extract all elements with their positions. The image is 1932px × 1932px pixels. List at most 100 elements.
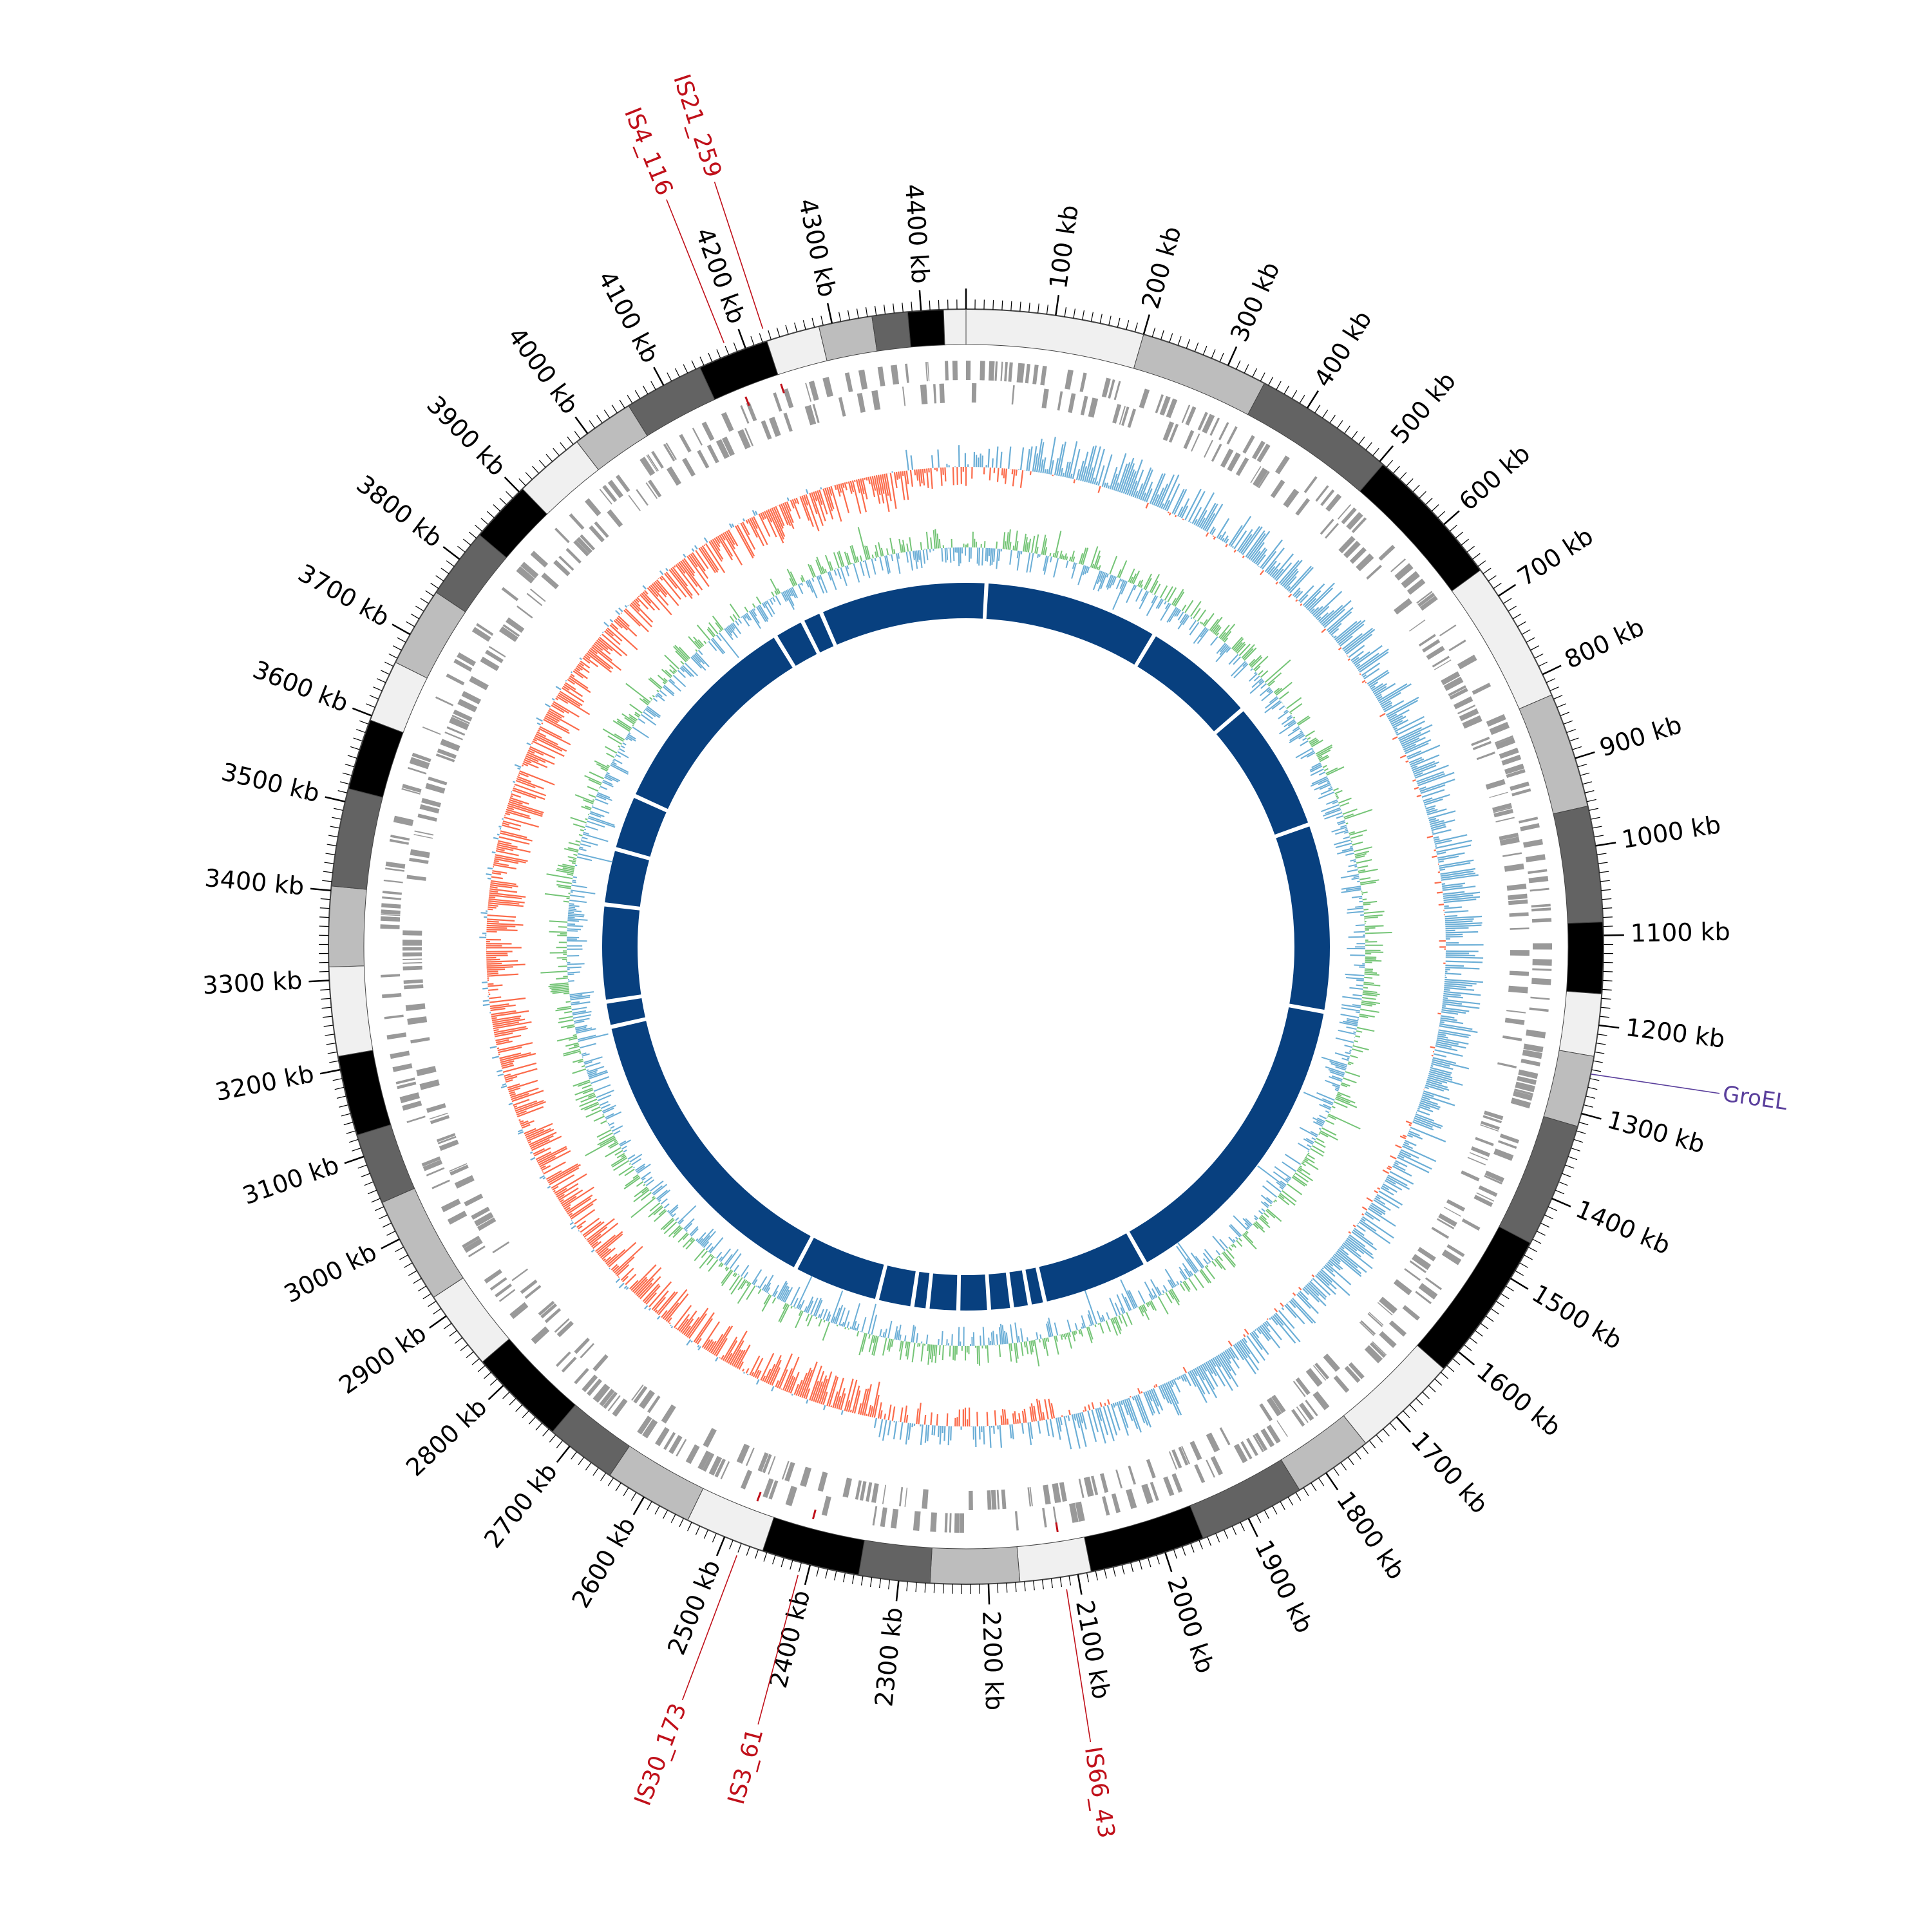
gene-feature <box>877 366 886 387</box>
gene-feature <box>1519 817 1539 824</box>
gene-feature <box>414 830 434 836</box>
minor-tick <box>772 1555 776 1565</box>
gene-feature <box>1141 1483 1153 1504</box>
gene-feature <box>1448 685 1466 697</box>
gene-feature <box>1531 978 1551 985</box>
minor-tick <box>378 1214 388 1220</box>
minor-tick <box>856 308 859 319</box>
gene-feature <box>1443 1206 1461 1217</box>
scale-label: 1600 kb <box>1472 1357 1567 1442</box>
gene-feature <box>1008 362 1013 382</box>
minor-tick <box>1037 303 1039 314</box>
gene-feature <box>773 392 782 412</box>
minor-tick <box>902 302 904 312</box>
gene-feature <box>1489 721 1510 735</box>
minor-tick <box>1028 302 1030 312</box>
minor-tick <box>375 1206 384 1211</box>
gene-feature <box>520 562 539 579</box>
gene-feature <box>1528 876 1549 884</box>
gene-feature <box>646 455 658 472</box>
gene-feature <box>489 1277 507 1291</box>
minor-tick <box>729 1540 734 1549</box>
minor-tick <box>1108 316 1112 326</box>
gene-feature <box>382 891 402 895</box>
scale-label: 4400 kb <box>900 183 935 285</box>
minor-tick <box>703 1530 709 1539</box>
gene-feature <box>1486 714 1506 727</box>
minor-tick <box>1177 336 1182 346</box>
minor-tick <box>471 1358 480 1365</box>
is-element-marker <box>780 383 785 393</box>
minor-tick <box>525 472 533 480</box>
gene-feature <box>1356 553 1374 572</box>
minor-tick <box>322 1016 332 1018</box>
inner-ring-block <box>1129 1007 1324 1263</box>
minor-tick <box>879 1578 882 1589</box>
is-element-leader <box>757 1575 799 1725</box>
scale-label: 400 kb <box>1309 306 1378 392</box>
minor-tick <box>1295 1492 1302 1501</box>
gene-feature <box>1417 592 1435 607</box>
gene-feature <box>381 909 401 915</box>
gene-feature <box>805 383 812 402</box>
gene-feature <box>697 1450 712 1470</box>
gene-feature <box>1101 377 1111 398</box>
gene-feature <box>636 489 649 506</box>
gene-feature <box>1510 781 1530 791</box>
minor-tick <box>535 1423 543 1431</box>
major-tick <box>429 1315 447 1329</box>
minor-tick <box>1555 1189 1565 1195</box>
gene-feature <box>1291 1408 1305 1427</box>
scale-label: 500 kb <box>1385 366 1461 449</box>
gene-feature <box>392 1063 413 1072</box>
minor-tick <box>750 336 755 346</box>
minor-tick <box>1425 497 1433 506</box>
minor-tick <box>712 1533 717 1542</box>
gene-feature <box>1127 408 1137 428</box>
scale-label: 3300 kb <box>202 966 303 999</box>
minor-tick <box>560 442 567 451</box>
major-tick <box>381 1238 400 1249</box>
gene-feature <box>783 412 793 432</box>
minor-tick <box>585 1462 592 1471</box>
gene-feature <box>1485 779 1506 790</box>
minor-tick <box>454 1337 463 1344</box>
minor-tick <box>1600 1007 1611 1009</box>
gene-feature <box>408 766 427 775</box>
minor-tick <box>1299 395 1305 404</box>
gene-feature <box>642 1419 658 1439</box>
gene-feature <box>1259 1403 1273 1422</box>
contig-segment <box>328 886 367 967</box>
gene-feature <box>397 1081 417 1090</box>
minor-tick <box>650 381 656 390</box>
major-tick <box>310 887 331 891</box>
contig-segment <box>1084 1505 1204 1573</box>
minor-tick <box>1598 862 1608 864</box>
gene-feature <box>589 525 605 543</box>
scale-label: 2800 kb <box>401 1392 493 1482</box>
gene-feature <box>1162 421 1175 441</box>
minor-tick <box>489 1378 498 1386</box>
minor-tick <box>1589 808 1598 811</box>
gene-feature <box>402 1101 422 1111</box>
gene-feature <box>1305 1368 1323 1387</box>
minor-tick <box>1064 307 1067 317</box>
gene-feature <box>1299 1403 1314 1421</box>
gene-feature <box>450 1164 469 1176</box>
scale-label: 2000 kb <box>1162 1573 1220 1677</box>
major-tick <box>1227 346 1238 366</box>
minor-tick <box>781 1557 785 1567</box>
major-tick <box>504 477 520 493</box>
gene-feature <box>1163 1476 1175 1497</box>
gene-feature <box>383 879 403 884</box>
minor-tick <box>1472 553 1481 560</box>
minor-tick <box>357 1164 368 1169</box>
gene-feature <box>1068 1502 1079 1523</box>
gene-feature <box>1323 1353 1340 1372</box>
major-tick <box>1498 583 1517 597</box>
minor-tick <box>1383 1428 1390 1437</box>
minor-tick <box>435 575 444 582</box>
minor-tick <box>847 310 850 320</box>
minor-tick <box>623 1487 629 1497</box>
gene-feature <box>785 1486 797 1506</box>
